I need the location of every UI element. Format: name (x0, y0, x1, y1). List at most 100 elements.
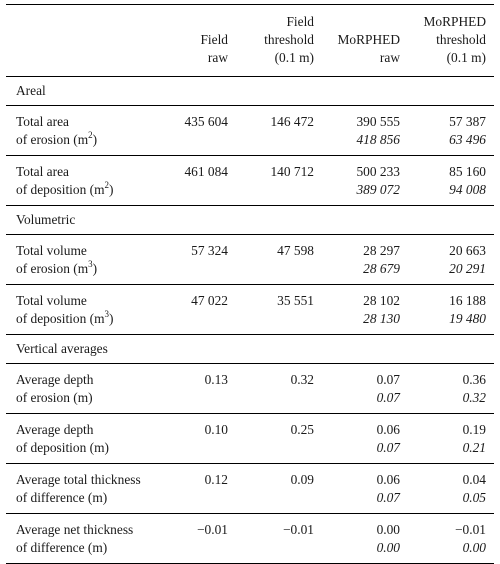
row-label-line-2: of deposition (m2) (16, 180, 152, 199)
row-label-text: of deposition (m) (16, 440, 109, 455)
row-label-line-2: of deposition (m) (16, 439, 152, 457)
row-label-line-1: Total area (16, 164, 69, 179)
cell-morphed-threshold: 0.04 0.05 (408, 463, 494, 514)
row-label-text: of deposition (m (16, 182, 105, 197)
value-primary: 28 102 (363, 293, 400, 308)
cell-field-raw: 435 604 (152, 105, 236, 156)
cell-field-threshold: 146 472 (236, 105, 322, 156)
row-label-line-1: Average depth (16, 372, 94, 387)
cell-field-raw: 0.13 (152, 363, 236, 414)
value-primary: 0.00 (376, 522, 400, 537)
row-label: Total area of erosion (m2) (6, 105, 152, 156)
cell-morphed-threshold: 16 188 19 480 (408, 284, 494, 335)
table-body: Areal Total area of erosion (m2) 435 604 146… (6, 76, 494, 564)
section-title: Vertical averages (6, 334, 494, 364)
value-secondary: 0.07 (376, 390, 400, 405)
value-secondary: 19 480 (449, 311, 486, 326)
unit-exponent: 3 (104, 308, 110, 319)
row-label-text: of erosion (m) (16, 390, 93, 405)
value-primary: 16 188 (449, 293, 486, 308)
value-secondary: 418 856 (356, 132, 400, 147)
row-label-text: of difference (m) (16, 490, 108, 505)
value-secondary: 63 496 (449, 132, 486, 147)
value-secondary: 0.05 (462, 490, 486, 505)
section-header-row: Vertical averages (6, 334, 494, 364)
header-label-cell (6, 4, 152, 77)
section-title: Areal (6, 76, 494, 106)
cell-morphed-raw: 0.06 0.07 (322, 463, 408, 514)
header-field-threshold: Field threshold (0.1 m) (236, 4, 322, 77)
cell-field-threshold: 47 598 (236, 234, 322, 285)
cell-field-raw: 0.12 (152, 463, 236, 514)
row-label: Total volume of erosion (m3) (6, 234, 152, 285)
value-primary: 0.04 (462, 472, 486, 487)
comparison-table: Field raw Field threshold (0.1 m) MoRPHE… (6, 4, 494, 564)
row-label-line-2: of erosion (m3) (16, 258, 152, 278)
cell-morphed-threshold: −0.01 0.00 (408, 513, 494, 564)
cell-morphed-raw: 500 233 389 072 (322, 155, 408, 206)
row-label-close: ) (109, 182, 114, 197)
value-primary: 0.06 (376, 472, 400, 487)
row-label: Average depth of erosion (m) (6, 363, 152, 414)
value-secondary: 0.00 (376, 540, 400, 555)
row-label: Total area of deposition (m2) (6, 155, 152, 206)
section-header-row: Volumetric (6, 205, 494, 235)
value-secondary: 20 291 (449, 261, 486, 276)
row-label-line-2: of deposition (m3) (16, 308, 152, 328)
row-label-close: ) (92, 261, 98, 276)
value-primary: 20 663 (449, 243, 486, 258)
row-label-line-2: of difference (m) (16, 539, 152, 557)
row-label-line-1: Average net thickness (16, 522, 134, 537)
table-row: Total area of erosion (m2) 435 604 146 472 3… (6, 105, 494, 156)
section-title: Volumetric (6, 205, 494, 235)
table-row: Total volume of deposition (m3) 47 022 35 5… (6, 284, 494, 335)
row-label-text: of erosion (m (16, 261, 89, 276)
cell-morphed-threshold: 85 160 94 008 (408, 155, 494, 206)
value-primary: 57 387 (449, 114, 486, 129)
cell-field-raw: 461 084 (152, 155, 236, 206)
value-secondary: 0.00 (462, 540, 486, 555)
header-field-raw: Field raw (152, 4, 236, 77)
header-morphed-threshold: MoRPHED threshold (0.1 m) (408, 4, 494, 77)
cell-field-threshold: −0.01 (236, 513, 322, 564)
table-row: Total volume of erosion (m3) 57 324 47 598 2… (6, 234, 494, 285)
unit-exponent: 3 (88, 258, 93, 269)
cell-field-threshold: 35 551 (236, 284, 322, 335)
row-label-line-1: Total volume (16, 243, 87, 258)
value-secondary: 28 679 (363, 261, 400, 276)
cell-morphed-threshold: 57 387 63 496 (408, 105, 494, 156)
cell-field-threshold: 0.32 (236, 363, 322, 414)
row-label-line-1: Average total thickness (16, 472, 141, 487)
cell-morphed-raw: 0.07 0.07 (322, 363, 408, 414)
row-label: Average total thickness of difference (m) (6, 463, 152, 514)
cell-morphed-raw: 0.06 0.07 (322, 413, 408, 464)
cell-field-threshold: 0.25 (236, 413, 322, 464)
cell-field-threshold: 140 712 (236, 155, 322, 206)
cell-morphed-raw: 28 102 28 130 (322, 284, 408, 335)
row-label-close: ) (109, 311, 114, 326)
row-label-line-2: of erosion (m2) (16, 130, 152, 149)
cell-morphed-threshold: 0.36 0.32 (408, 363, 494, 414)
row-label-close: ) (92, 132, 98, 147)
row-label-text: of deposition (m (16, 311, 105, 326)
row-label: Average net thickness of difference (m) (6, 513, 152, 564)
value-secondary: 94 008 (449, 182, 486, 197)
header-morphed-raw: MoRPHED raw (322, 4, 408, 77)
cell-field-raw: 57 324 (152, 234, 236, 285)
value-secondary: 0.07 (376, 440, 400, 455)
row-label: Total volume of deposition (m3) (6, 284, 152, 335)
cell-morphed-raw: 390 555 418 856 (322, 105, 408, 156)
row-label-line-1: Average depth (16, 422, 94, 437)
value-primary: 390 555 (356, 114, 400, 129)
cell-field-threshold: 0.09 (236, 463, 322, 514)
value-primary: −0.01 (455, 522, 486, 537)
cell-field-raw: 47 022 (152, 284, 236, 335)
value-secondary: 0.21 (462, 440, 486, 455)
value-secondary: 389 072 (356, 182, 400, 197)
row-label-text: of erosion (m (16, 132, 89, 147)
table-row: Average depth of deposition (m) 0.10 0.25 0.… (6, 413, 494, 464)
cell-field-raw: −0.01 (152, 513, 236, 564)
row-label-line-1: Total volume (16, 293, 87, 308)
value-primary: 28 297 (363, 243, 400, 258)
value-primary: 0.06 (376, 422, 400, 437)
